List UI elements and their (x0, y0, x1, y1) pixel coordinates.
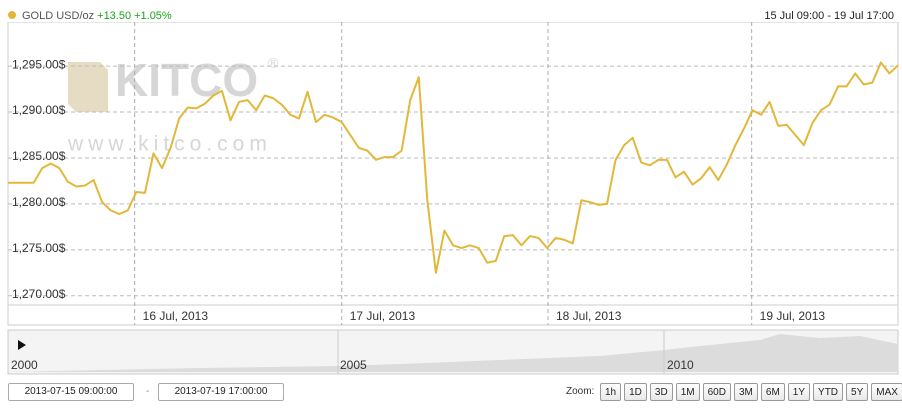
y-tick-label: 1,295.00$ (12, 57, 66, 71)
y-tick-label: 1,290.00$ (12, 103, 66, 117)
x-axis-band (7, 304, 899, 326)
zoom-button[interactable]: 3M (733, 383, 758, 401)
navigator-area (8, 334, 898, 372)
x-tick-label: 17 Jul, 2013 (350, 309, 416, 323)
range-label: 15 Jul 09:00 - 19 Jul 17:00 (764, 10, 894, 22)
zoom-button[interactable]: 1h (600, 383, 622, 401)
zoom-button[interactable]: 1D (624, 383, 647, 401)
zoom-button[interactable]: 3D (649, 383, 673, 401)
watermark-text: KITCO (115, 54, 258, 106)
controls: 2013-07-15 09:00:00 - 2013-07-19 17:00:0… (0, 380, 902, 406)
navigator-label: 2005 (340, 358, 367, 372)
start-input[interactable]: 2013-07-15 09:00:00 (8, 383, 134, 401)
legend: GOLD USD/oz +13.50 +1.05% (22, 10, 172, 22)
x-tick-label: 16 Jul, 2013 (143, 309, 209, 323)
zoom-buttons: 1h 1D 3D 1M 60D 3M 6M 1Y YTD 5Y MAX (600, 383, 902, 401)
zoom-button[interactable]: MAX (871, 383, 902, 401)
zoom-button[interactable]: 1M (675, 383, 700, 401)
y-tick-label: 1,280.00$ (12, 195, 66, 209)
header: GOLD USD/oz +13.50 +1.05% 15 Jul 09:00 - 1… (0, 0, 902, 22)
plot-area (7, 21, 899, 306)
zoom-button[interactable]: 60D (702, 383, 731, 401)
y-tick-label: 1,270.00$ (12, 287, 66, 301)
y-tick-label: 1,285.00$ (12, 149, 66, 163)
zoom-button[interactable]: 6M (760, 383, 785, 401)
x-tick-label: 19 Jul, 2013 (760, 309, 826, 323)
navigator-label: 2010 (667, 358, 694, 372)
y-tick-label: 1,275.00$ (12, 241, 66, 255)
zoom-button[interactable]: 5Y (846, 383, 869, 401)
watermark-url: www.kitco.com (67, 133, 272, 156)
navigator-label: 2000 (11, 358, 38, 372)
watermark: KITCO ® www.kitco.com (67, 54, 279, 155)
chart: KITCO ® www.kitco.com 2000 2005 2010 1,2… (0, 0, 902, 375)
zoom-button[interactable]: 1Y (787, 383, 811, 401)
play-button[interactable] (18, 340, 26, 350)
separator: - (146, 386, 150, 397)
end-input[interactable]: 2013-07-19 17:00:00 (158, 383, 284, 401)
watermark-logo (68, 62, 108, 112)
x-tick-label: 18 Jul, 2013 (556, 309, 622, 323)
change: +13.50 (97, 10, 132, 22)
watermark-mark: ® (268, 55, 279, 71)
price-line (8, 61, 899, 274)
change-percent: +1.05% (134, 10, 172, 22)
zoom-button[interactable]: YTD (813, 383, 844, 401)
title: GOLD USD/oz (22, 10, 95, 22)
zoom-label: Zoom: (566, 386, 595, 397)
series-marker (8, 11, 16, 19)
